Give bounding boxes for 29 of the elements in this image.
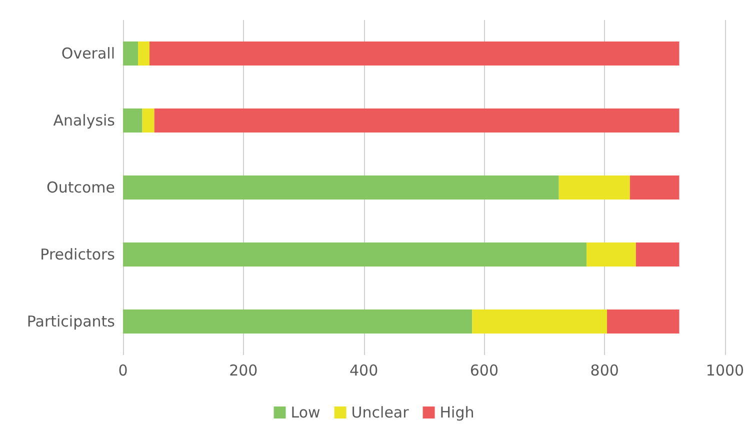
legend-label: High [440, 404, 474, 422]
y-tick-label: Overall [61, 44, 115, 62]
y-tick-label: Analysis [53, 112, 116, 130]
bar [630, 176, 680, 200]
y-tick-label: Participants [26, 312, 116, 330]
legend-label: Unclear [351, 404, 410, 422]
x-tick-label: 800 [590, 362, 619, 380]
bar [472, 310, 608, 334]
bar [123, 176, 559, 200]
x-tick-label: 400 [349, 362, 378, 380]
legend-label: Low [290, 404, 320, 422]
y-tick-label: Predictors [40, 246, 116, 264]
bar [154, 108, 680, 132]
bar [558, 176, 630, 200]
bar [149, 42, 680, 66]
bar [142, 108, 154, 132]
bar [123, 42, 138, 66]
bar [123, 242, 587, 266]
x-tick-label: 600 [470, 362, 499, 380]
y-tick-label: Outcome [46, 178, 115, 196]
bar [636, 242, 680, 266]
x-tick-label: 0 [118, 362, 128, 380]
bar [586, 242, 636, 266]
bar [123, 108, 142, 132]
bar [123, 310, 472, 334]
x-tick-label: 1000 [706, 362, 744, 380]
x-tick-label: 200 [229, 362, 258, 380]
bar [138, 42, 150, 66]
bar [607, 310, 680, 334]
